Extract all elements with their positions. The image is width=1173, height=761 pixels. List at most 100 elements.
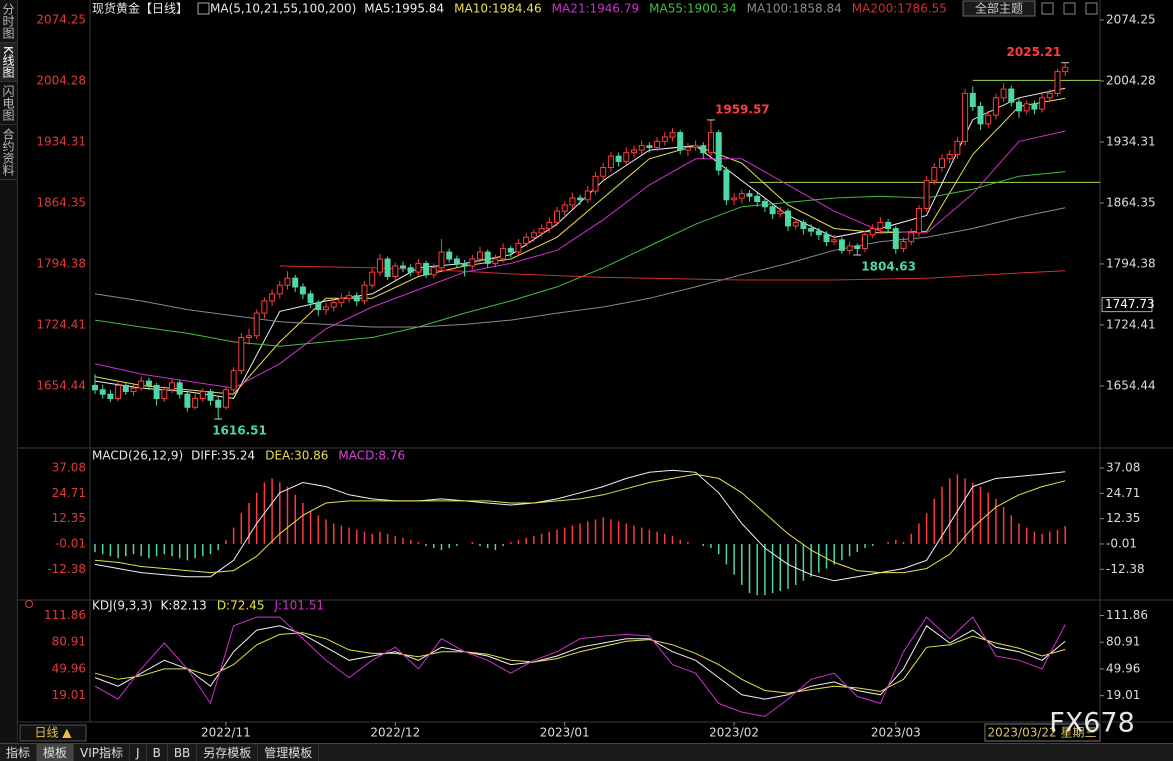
candle-body — [1000, 88, 1007, 99]
candle-body — [230, 370, 237, 391]
candle-body — [892, 228, 899, 250]
candle-body — [1054, 71, 1061, 94]
candle-body — [538, 228, 545, 234]
candle-body — [446, 251, 453, 260]
candle-body — [453, 258, 460, 264]
candle-body — [962, 92, 969, 142]
candle-body — [284, 277, 291, 286]
bottom-tab[interactable]: BB — [168, 744, 198, 761]
candle-body — [169, 382, 175, 391]
period-button[interactable] — [19, 724, 87, 742]
candle-body — [238, 337, 245, 372]
candle-body — [477, 251, 483, 260]
bottom-tab[interactable]: 模板 — [37, 744, 75, 761]
y-tick-label-left: 80.91 — [52, 635, 86, 649]
legend-entry: DIFF:35.24 — [191, 449, 255, 463]
candle-body — [1023, 103, 1030, 112]
candle-body — [761, 201, 768, 208]
candle-body — [153, 384, 160, 400]
candle-body — [315, 302, 322, 311]
pane-icon[interactable] — [25, 600, 33, 608]
candle-body — [299, 286, 306, 295]
candle-body — [338, 297, 345, 304]
candle-body — [353, 295, 360, 302]
candle-body — [900, 241, 907, 250]
x-tick-label: 2023/02 — [709, 726, 759, 740]
bottom-tabs: 指标 模板 VIP指标 J B BB 另存模板 管理模板 — [0, 743, 1173, 761]
sidebar-tab[interactable]: K线图 — [0, 43, 17, 82]
candle-body — [176, 382, 183, 395]
y-tick-label: 111.86 — [1106, 608, 1148, 622]
y-tick-label-left: 37.08 — [52, 461, 86, 475]
sidebar-tab[interactable]: 合约资料 — [0, 125, 17, 180]
theme-button[interactable] — [962, 0, 1036, 17]
candle-body — [908, 232, 915, 243]
extreme-label: 1804.63 — [861, 260, 916, 274]
candle-body — [692, 145, 699, 148]
y-tick-label-left: 2074.25 — [36, 12, 86, 26]
candle-body — [207, 391, 214, 401]
period-label[interactable]: 日线 ▲ — [34, 726, 72, 740]
legend-entry: MA100:1858.84 — [747, 2, 842, 16]
window-icon[interactable] — [1085, 2, 1098, 15]
candle-body — [1008, 88, 1015, 103]
legend-entry: J:101.51 — [273, 599, 324, 613]
y-tick-label: 37.08 — [1106, 461, 1140, 475]
bottom-tab[interactable]: 管理模板 — [258, 744, 320, 761]
candle-body — [939, 158, 945, 169]
candle-body — [885, 221, 892, 230]
candle-body — [461, 262, 468, 267]
window-icon[interactable] — [1063, 2, 1076, 15]
y-tick-label-left: 24.71 — [52, 486, 86, 500]
candle-body — [269, 293, 276, 302]
sidebar-tab[interactable]: 闪电图 — [0, 82, 17, 125]
y-tick-label-left: 1934.31 — [36, 134, 86, 148]
bottom-tab[interactable]: VIP指标 — [74, 744, 131, 761]
window-icon[interactable] — [1041, 2, 1054, 15]
legend-entry: DEA:30.86 — [265, 449, 328, 463]
candle-body — [584, 190, 591, 201]
candle-body — [723, 169, 730, 201]
theme-label[interactable]: 全部主题 — [975, 1, 1023, 16]
chart: 全部主题 日线 ▲ 2023/03/22 星期三 FX678 1654.44 16… — [18, 0, 1173, 742]
sidebar-tab[interactable]: 分时图 — [0, 0, 17, 43]
y-tick-label: 2004.28 — [1106, 73, 1156, 87]
extreme-label: 2025.21 — [1007, 45, 1062, 59]
legend-entry: K:82.13 — [161, 599, 207, 613]
legend-entry: MA5:1995.84 — [364, 2, 444, 16]
price-marker-box — [1101, 297, 1153, 313]
y-tick-label: -0.01 — [1106, 536, 1137, 550]
bottom-tab[interactable]: 另存模板 — [197, 744, 259, 761]
candle-body — [92, 384, 98, 391]
candle-body — [931, 167, 938, 182]
candle-body — [292, 277, 299, 288]
candle-body — [346, 295, 353, 299]
candle-body — [122, 384, 129, 393]
indicator-icon[interactable] — [197, 2, 210, 15]
candle-body — [438, 251, 445, 269]
candle-body — [992, 97, 999, 116]
candle-body — [546, 221, 553, 230]
candle-body — [862, 234, 868, 250]
legend-entry: MA200:1786.55 — [852, 2, 947, 16]
bottom-tab[interactable]: 指标 — [0, 744, 38, 761]
candle-body — [600, 167, 607, 177]
candle-body — [654, 140, 661, 148]
candle-body — [607, 155, 614, 169]
candle-body — [785, 210, 791, 227]
candle-body — [808, 228, 815, 232]
bottom-tab[interactable]: B — [147, 744, 168, 761]
y-tick-label: 2074.25 — [1106, 12, 1156, 26]
candle-body — [669, 132, 676, 138]
candle-body — [484, 251, 491, 264]
candle-body — [592, 175, 599, 192]
candle-body — [1031, 103, 1038, 110]
candle-body — [469, 258, 476, 267]
y-tick-label: 49.96 — [1106, 661, 1140, 675]
legend-entry: MA55:1900.34 — [649, 2, 737, 16]
candle-body — [569, 197, 576, 206]
candle-body — [754, 195, 761, 203]
candle-body — [661, 136, 668, 142]
bottom-tab[interactable]: J — [130, 744, 147, 761]
x-tick-label: 2023/01 — [540, 726, 590, 740]
